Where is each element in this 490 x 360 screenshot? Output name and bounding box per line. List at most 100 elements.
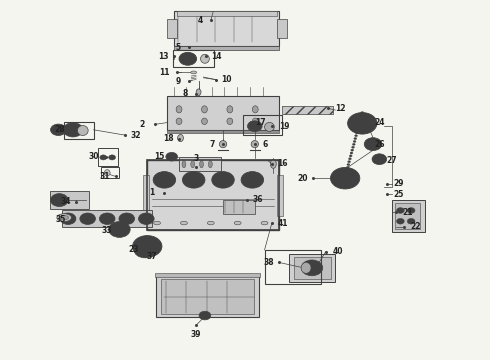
- Bar: [265, 250, 321, 284]
- Circle shape: [355, 118, 369, 129]
- Circle shape: [186, 175, 201, 185]
- Ellipse shape: [227, 106, 233, 113]
- Circle shape: [396, 208, 404, 213]
- Circle shape: [245, 175, 260, 185]
- Text: 29: 29: [393, 179, 404, 188]
- Bar: [282, 106, 333, 114]
- Bar: [101, 167, 120, 178]
- Circle shape: [55, 197, 64, 203]
- Bar: [167, 96, 279, 130]
- Text: 39: 39: [191, 330, 201, 339]
- Bar: [289, 253, 335, 282]
- Ellipse shape: [176, 106, 182, 113]
- Bar: [294, 257, 331, 279]
- Ellipse shape: [270, 159, 276, 168]
- Circle shape: [80, 213, 96, 225]
- Circle shape: [364, 138, 382, 150]
- Bar: [395, 203, 420, 229]
- Circle shape: [359, 117, 362, 120]
- Circle shape: [199, 311, 211, 320]
- Text: 36: 36: [253, 195, 264, 204]
- Ellipse shape: [265, 122, 274, 131]
- Bar: [167, 19, 176, 39]
- Circle shape: [361, 112, 364, 114]
- Circle shape: [356, 129, 359, 131]
- Circle shape: [166, 152, 177, 161]
- Circle shape: [140, 241, 155, 252]
- Text: 3: 3: [194, 154, 199, 163]
- Ellipse shape: [252, 118, 258, 125]
- Ellipse shape: [191, 71, 196, 74]
- Circle shape: [241, 172, 264, 188]
- Circle shape: [109, 222, 130, 237]
- Bar: [64, 122, 94, 139]
- Ellipse shape: [191, 161, 195, 168]
- Circle shape: [407, 219, 415, 224]
- Text: 11: 11: [159, 68, 170, 77]
- Circle shape: [99, 213, 115, 225]
- Bar: [179, 157, 220, 171]
- Text: 27: 27: [386, 156, 397, 165]
- Ellipse shape: [301, 262, 311, 273]
- Ellipse shape: [176, 118, 182, 125]
- Circle shape: [369, 141, 377, 147]
- Circle shape: [353, 140, 356, 143]
- Text: 15: 15: [154, 152, 165, 161]
- Text: 17: 17: [255, 118, 266, 127]
- Bar: [147, 160, 279, 230]
- Bar: [172, 50, 214, 67]
- Ellipse shape: [220, 140, 227, 148]
- Ellipse shape: [252, 106, 258, 113]
- Ellipse shape: [199, 161, 203, 168]
- Text: 5: 5: [175, 43, 181, 52]
- Ellipse shape: [251, 140, 258, 148]
- Circle shape: [182, 172, 205, 188]
- Bar: [49, 192, 89, 209]
- Circle shape: [100, 155, 107, 160]
- Bar: [161, 279, 254, 314]
- Circle shape: [347, 163, 350, 166]
- Text: 30: 30: [88, 152, 99, 161]
- Text: 23: 23: [129, 246, 139, 255]
- Bar: [277, 19, 287, 39]
- Text: 16: 16: [277, 159, 288, 168]
- Circle shape: [183, 55, 193, 62]
- Ellipse shape: [208, 161, 212, 168]
- Bar: [147, 160, 279, 230]
- Ellipse shape: [207, 221, 214, 225]
- Circle shape: [212, 172, 234, 188]
- Text: 6: 6: [263, 140, 268, 149]
- Text: 9: 9: [175, 77, 181, 86]
- Ellipse shape: [200, 54, 209, 63]
- Ellipse shape: [227, 118, 233, 125]
- Circle shape: [139, 213, 154, 225]
- Text: 33: 33: [102, 226, 113, 235]
- Bar: [167, 130, 279, 133]
- Ellipse shape: [60, 216, 69, 220]
- Circle shape: [134, 242, 156, 258]
- Circle shape: [357, 126, 360, 128]
- Circle shape: [348, 158, 351, 160]
- Bar: [98, 148, 118, 166]
- Circle shape: [407, 208, 415, 213]
- Circle shape: [301, 260, 323, 276]
- Circle shape: [139, 246, 151, 254]
- Text: 22: 22: [411, 222, 421, 231]
- Text: 21: 21: [402, 208, 413, 217]
- Circle shape: [63, 123, 83, 137]
- Text: 4: 4: [197, 16, 203, 25]
- Text: 26: 26: [374, 140, 385, 149]
- Circle shape: [50, 194, 68, 207]
- Text: 31: 31: [99, 172, 110, 181]
- Text: 7: 7: [210, 140, 215, 149]
- Circle shape: [349, 155, 352, 157]
- Circle shape: [351, 149, 354, 151]
- Ellipse shape: [261, 221, 268, 225]
- Circle shape: [306, 264, 318, 272]
- Circle shape: [50, 124, 66, 135]
- Ellipse shape: [77, 126, 88, 135]
- Circle shape: [60, 213, 76, 225]
- Circle shape: [348, 161, 351, 163]
- Text: 28: 28: [54, 125, 65, 134]
- Text: 38: 38: [263, 258, 274, 267]
